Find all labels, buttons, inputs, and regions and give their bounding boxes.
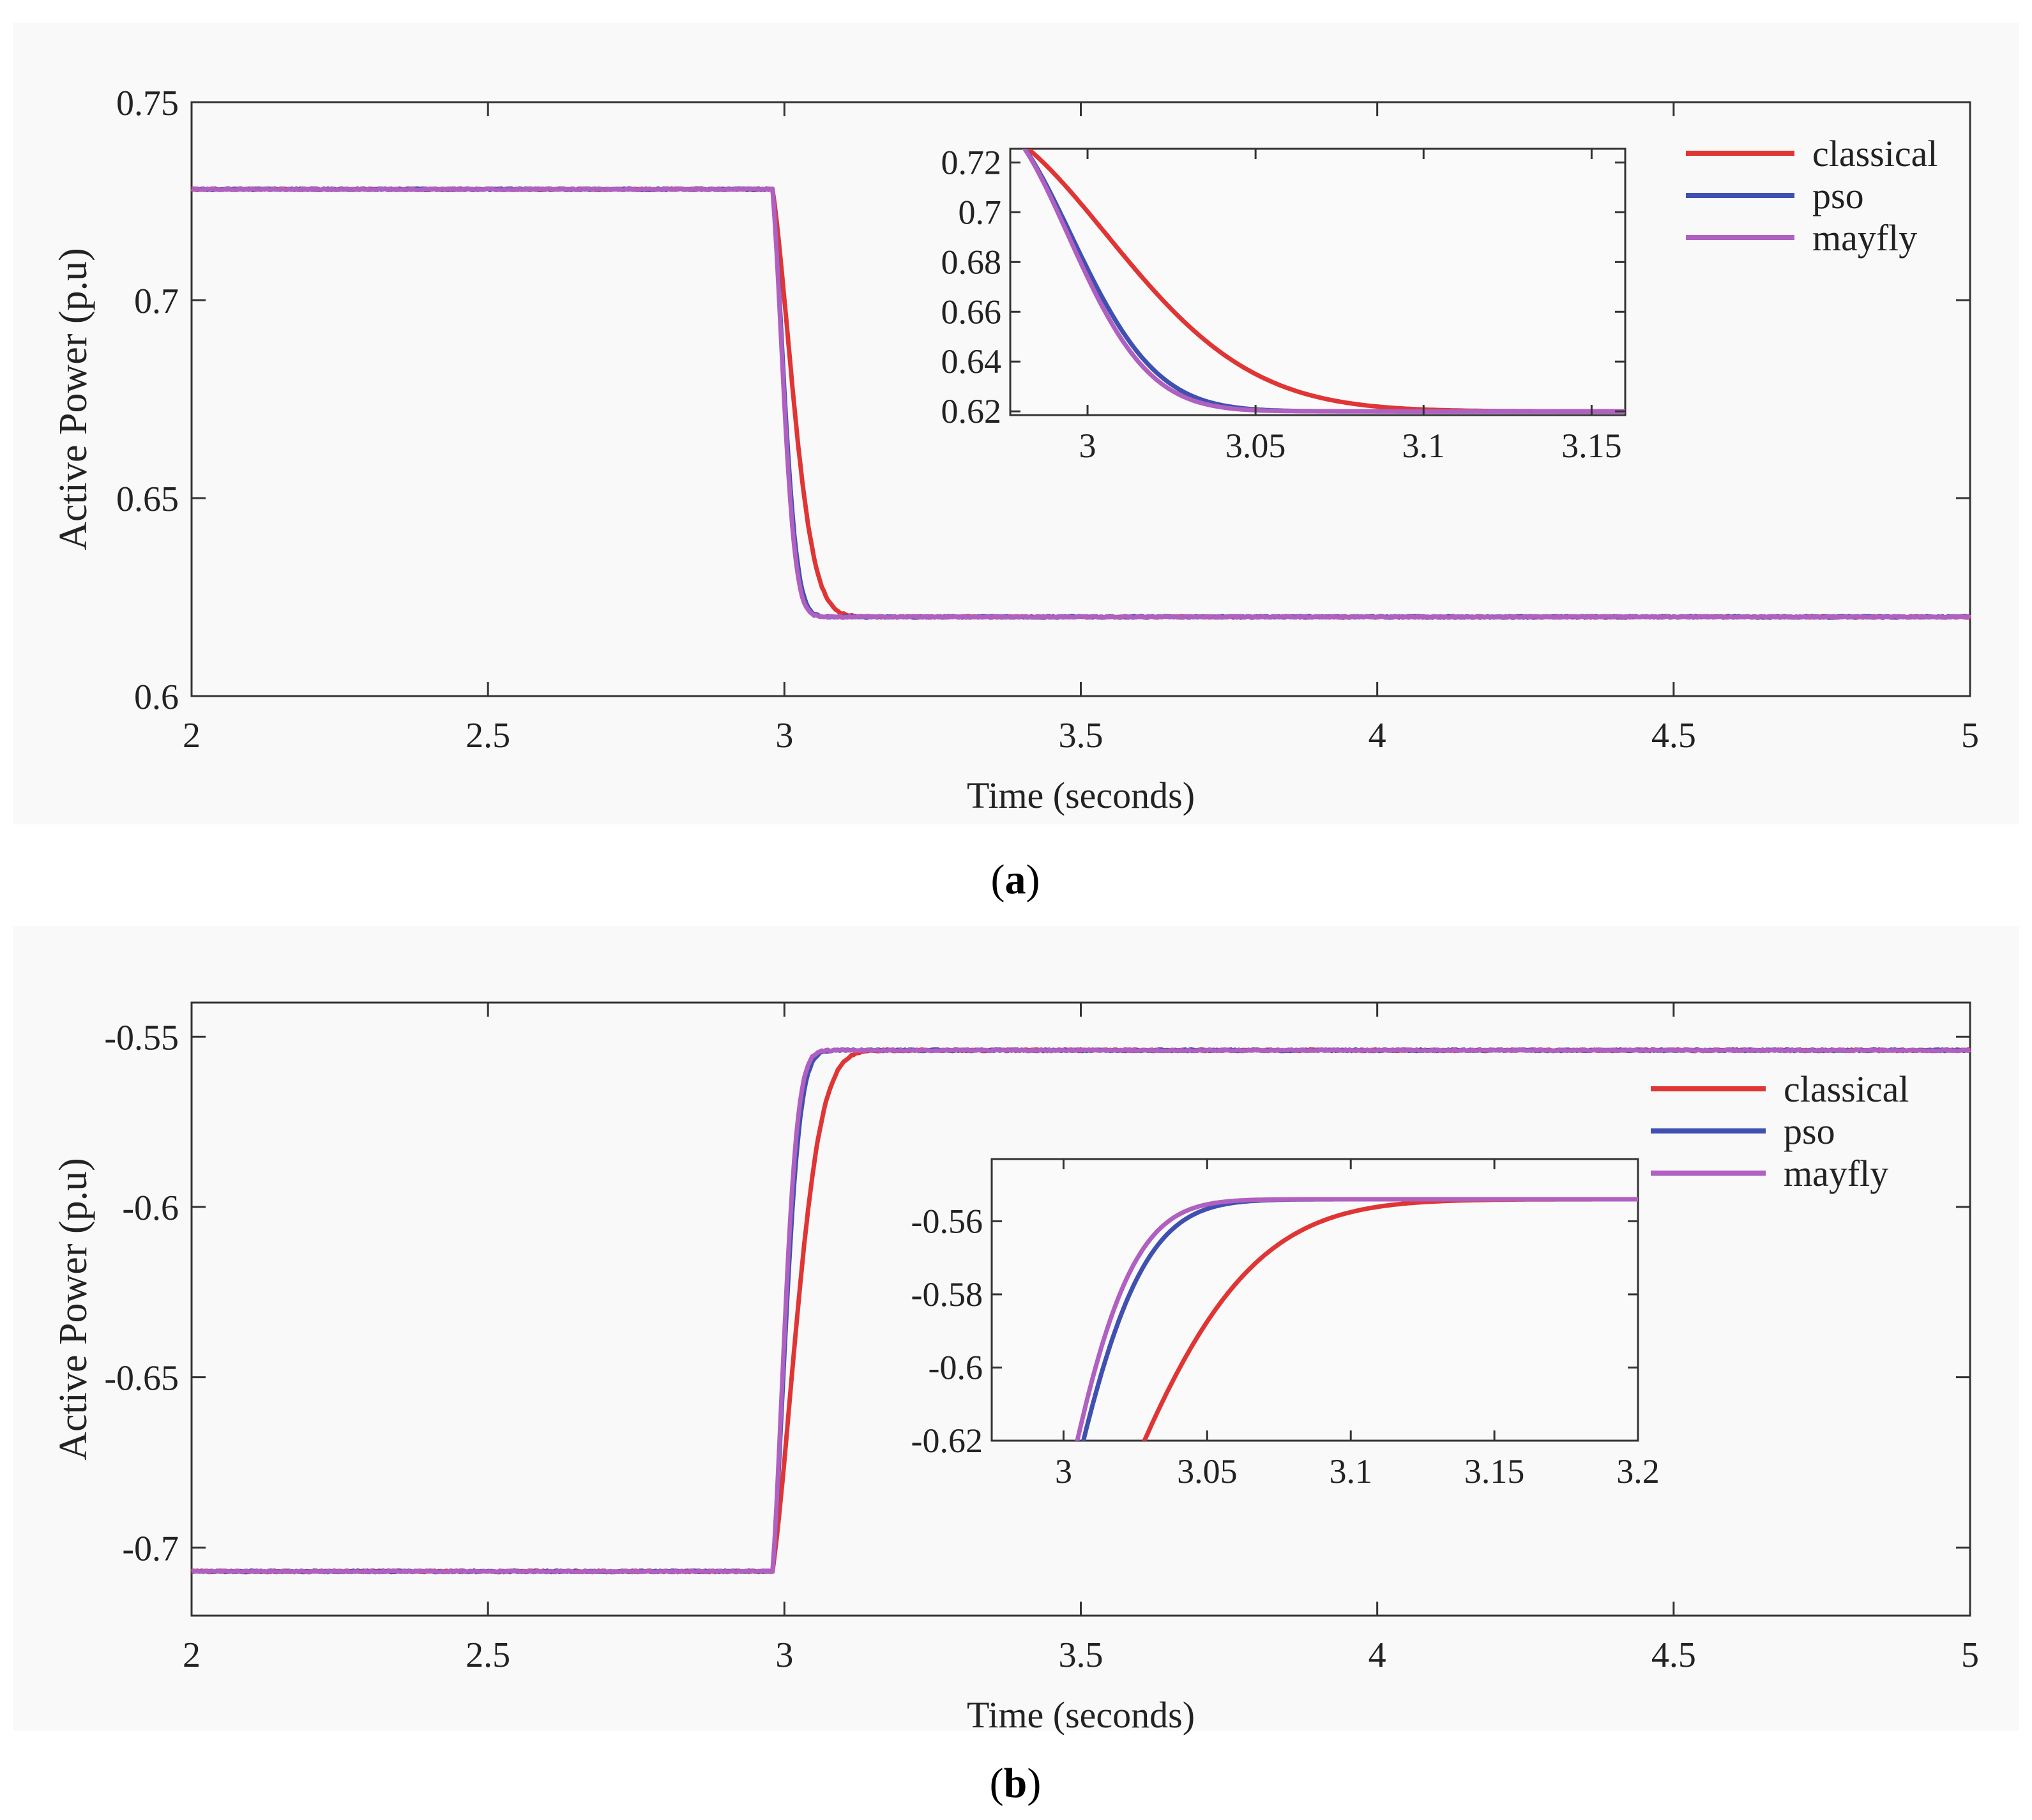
inset-x-tick-label-b: 3.15 bbox=[1464, 1452, 1525, 1490]
caption-b: (b) bbox=[989, 1760, 1042, 1807]
x-tick-label-b: 4.5 bbox=[1651, 1635, 1696, 1675]
inset-b: 3 3.05 3.1 3.15 3.2 -0.62 -0.6 -0.58 -0.56 bbox=[911, 1158, 1660, 1490]
caption-a-letter: a bbox=[1005, 856, 1026, 903]
y-tick-label-b: -0.7 bbox=[122, 1529, 179, 1568]
inset-x-tick-label-b: 3.1 bbox=[1329, 1452, 1372, 1490]
y-tick-label-b: -0.65 bbox=[104, 1359, 179, 1399]
x-tick-label-a: 3.5 bbox=[1059, 716, 1103, 755]
y-axis-label-b: Active Power (p.u) bbox=[52, 1158, 95, 1460]
x-tick-label-b: 3 bbox=[775, 1635, 793, 1675]
x-tick-label-a: 2.5 bbox=[466, 716, 510, 755]
inset-frame-a bbox=[1009, 148, 1626, 416]
legend-label-classical-b: classical bbox=[1784, 1068, 1909, 1110]
inset-y-tick-label-a: 0.7 bbox=[959, 193, 1002, 231]
inset-x-tick-label-a: 3.1 bbox=[1402, 427, 1446, 465]
chart-a: 2 2.5 3 3.5 4 4.5 5 0.6 0.65 0.7 0.75 Time (seconds… bbox=[52, 84, 1979, 816]
x-tick-label-a: 4 bbox=[1369, 716, 1386, 755]
inset-y-tick-label-b: -0.6 bbox=[929, 1348, 983, 1386]
legend-label-classical-a: classical bbox=[1812, 133, 1937, 174]
inset-y-tick-label-a: 0.64 bbox=[941, 342, 1002, 381]
legend-label-pso-b: pso bbox=[1784, 1111, 1835, 1152]
inset-y-tick-label-a: 0.72 bbox=[941, 143, 1002, 181]
x-tick-label-a: 3 bbox=[775, 716, 793, 755]
x-axis-label-a: Time (seconds) bbox=[967, 775, 1195, 816]
inset-x-tick-label-a: 3 bbox=[1079, 427, 1096, 465]
x-tick-label-b: 5 bbox=[1961, 1635, 1979, 1675]
y-tick-label-a: 0.7 bbox=[134, 282, 179, 321]
inset-series-line-mayfly-b bbox=[1075, 1197, 1638, 1441]
x-tick-label-a: 5 bbox=[1961, 716, 1979, 755]
y-tick-label-a: 0.6 bbox=[134, 678, 179, 717]
x-tick-label-b: 3.5 bbox=[1059, 1635, 1103, 1675]
y-tick-label-a: 0.75 bbox=[116, 84, 179, 123]
inset-frame-b bbox=[990, 1158, 1639, 1442]
inset-y-tick-label-b: -0.56 bbox=[911, 1202, 983, 1240]
inset-x-tick-label-b: 3.05 bbox=[1177, 1452, 1238, 1490]
y-axis-label-a: Active Power (p.u) bbox=[52, 248, 95, 550]
inset-a: 3 3.05 3.1 3.15 0.62 0.64 0.66 0.68 0.7 0.72 bbox=[941, 143, 1626, 465]
inset-x-tick-label-a: 3.05 bbox=[1225, 427, 1286, 465]
inset-y-tick-label-b: -0.58 bbox=[911, 1275, 983, 1314]
legend-label-mayfly-b: mayfly bbox=[1784, 1153, 1888, 1194]
y-tick-label-b: -0.6 bbox=[122, 1188, 179, 1228]
legend-label-mayfly-a: mayfly bbox=[1812, 217, 1917, 259]
series-line-mayfly-b bbox=[191, 1047, 1971, 1575]
y-tick-label-b: -0.55 bbox=[104, 1018, 179, 1058]
inset-series-line-mayfly-a bbox=[1022, 149, 1625, 414]
x-tick-label-b: 2.5 bbox=[466, 1635, 510, 1675]
inset-y-tick-label-a: 0.66 bbox=[941, 292, 1002, 331]
x-tick-label-a: 4.5 bbox=[1651, 716, 1696, 755]
inset-y-tick-label-b: -0.62 bbox=[911, 1422, 983, 1460]
inset-x-tick-label-b: 3.2 bbox=[1616, 1452, 1660, 1490]
inset-x-tick-label-a: 3.15 bbox=[1561, 427, 1622, 465]
x-tick-label-b: 4 bbox=[1369, 1635, 1386, 1675]
caption-a: (a) bbox=[990, 856, 1040, 903]
series-line-mayfly-a bbox=[190, 186, 1971, 620]
chart-b: 2 2.5 3 3.5 4 4.5 5 -0.7 -0.65 -0.6 -0.55 Time (sec… bbox=[52, 1001, 1979, 1736]
inset-x-tick-label-b: 3 bbox=[1055, 1452, 1072, 1490]
x-axis-label-b: Time (seconds) bbox=[967, 1694, 1195, 1736]
caption-b-letter: b bbox=[1003, 1760, 1027, 1807]
y-tick-label-a: 0.65 bbox=[116, 480, 179, 519]
inset-y-tick-label-a: 0.62 bbox=[941, 392, 1002, 430]
x-tick-label-b: 2 bbox=[183, 1635, 201, 1675]
inset-y-tick-label-a: 0.68 bbox=[941, 243, 1002, 281]
x-tick-label-a: 2 bbox=[183, 716, 201, 755]
legend-label-pso-a: pso bbox=[1812, 175, 1864, 216]
